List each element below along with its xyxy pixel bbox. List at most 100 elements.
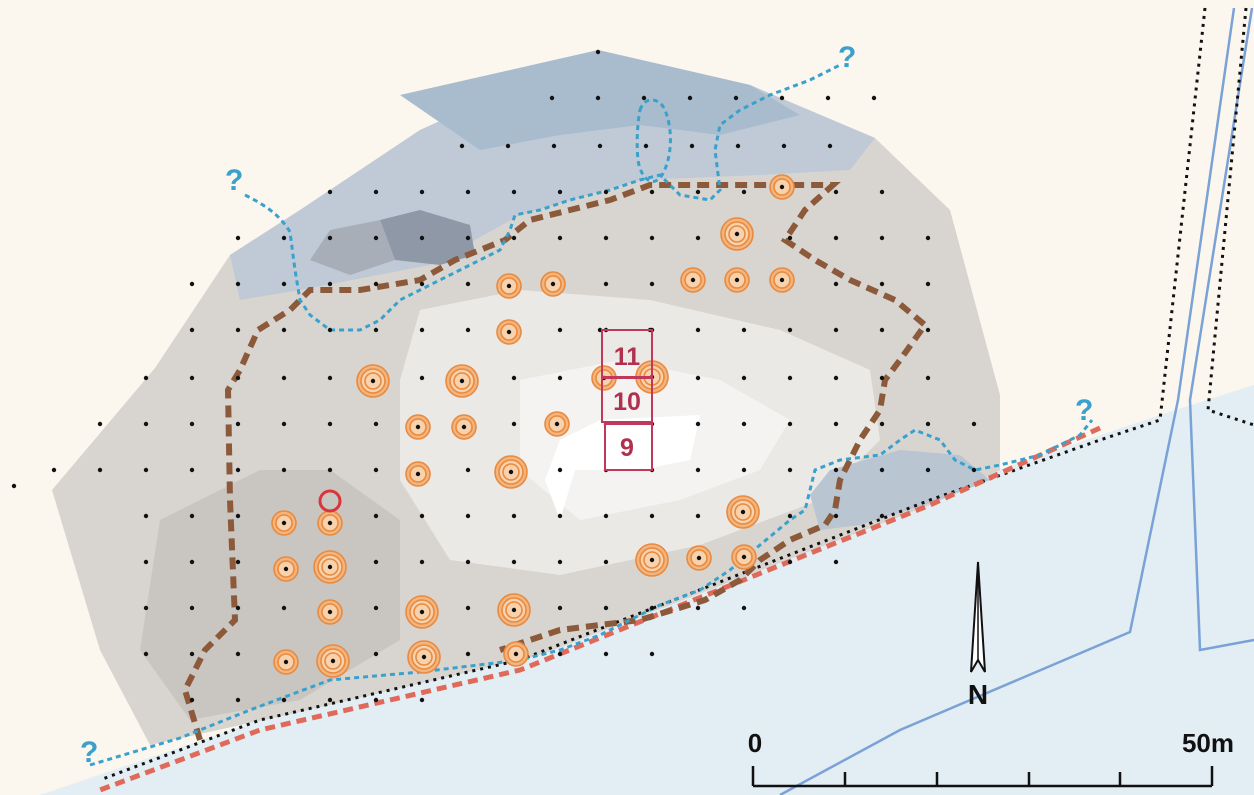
survey-point (643, 143, 649, 149)
survey-point (787, 467, 793, 473)
test-pit-marker (273, 649, 299, 675)
survey-point (143, 605, 149, 611)
survey-point (781, 143, 787, 149)
survey-point (925, 467, 931, 473)
survey-point (741, 375, 747, 381)
survey-point (373, 605, 379, 611)
survey-point (465, 559, 471, 565)
test-pit-marker (405, 595, 439, 629)
survey-point (327, 281, 333, 287)
test-pit-marker (494, 455, 528, 489)
survey-point (373, 651, 379, 657)
survey-point (925, 281, 931, 287)
survey-point (419, 189, 425, 195)
survey-point (649, 235, 655, 241)
survey-point (879, 327, 885, 333)
question-mark-right: ? (1075, 394, 1093, 427)
river-lines (779, 7, 1254, 795)
test-pit-marker (769, 267, 795, 293)
test-pit-marker (317, 599, 343, 625)
survey-point (695, 513, 701, 519)
survey-point (787, 559, 793, 565)
survey-point (741, 421, 747, 427)
test-pit-marker (405, 414, 431, 440)
survey-point (373, 697, 379, 703)
survey-point (595, 49, 601, 55)
survey-point (833, 375, 839, 381)
survey-point (511, 189, 517, 195)
question-mark-bottom-left: ? (80, 736, 98, 769)
survey-point (465, 651, 471, 657)
survey-point (281, 605, 287, 611)
survey-point (879, 421, 885, 427)
survey-point (281, 235, 287, 241)
survey-point (235, 375, 241, 381)
survey-point (419, 281, 425, 287)
survey-point (459, 143, 465, 149)
survey-point (787, 327, 793, 333)
survey-point (327, 375, 333, 381)
survey-point (505, 143, 511, 149)
survey-point (779, 95, 785, 101)
survey-point (687, 95, 693, 101)
survey-point (465, 327, 471, 333)
north-label: N (968, 679, 988, 710)
survey-point (373, 281, 379, 287)
survey-point (327, 327, 333, 333)
survey-point (511, 375, 517, 381)
survey-point (511, 421, 517, 427)
survey-point (787, 513, 793, 519)
test-pit-marker (451, 414, 477, 440)
survey-point (787, 375, 793, 381)
survey-point (189, 467, 195, 473)
survey-point (741, 467, 747, 473)
survey-point (557, 559, 563, 565)
trench-9 (604, 423, 653, 471)
north-arrow: N (968, 561, 988, 710)
survey-point (465, 281, 471, 287)
survey-point (557, 651, 563, 657)
survey-point (373, 513, 379, 519)
survey-point (871, 95, 877, 101)
excavation-trenches: 11 10 9 (601, 329, 653, 471)
survey-point (97, 467, 103, 473)
survey-point (281, 375, 287, 381)
survey-point (327, 189, 333, 195)
survey-point (787, 421, 793, 427)
trench-10 (601, 377, 653, 423)
survey-point (373, 327, 379, 333)
test-pit-marker (313, 550, 347, 584)
test-pit-marker (503, 641, 529, 667)
survey-point (143, 513, 149, 519)
survey-point (465, 235, 471, 241)
survey-point (557, 467, 563, 473)
survey-point (373, 559, 379, 565)
survey-point (189, 651, 195, 657)
test-pit-marker (271, 510, 297, 536)
scale-bar (751, 766, 1214, 788)
survey-point (235, 327, 241, 333)
survey-point (235, 605, 241, 611)
test-pit-marker (726, 495, 760, 529)
survey-point (281, 697, 287, 703)
survey-point (235, 421, 241, 427)
test-pit-marker (405, 461, 431, 487)
survey-point (327, 697, 333, 703)
survey-point (925, 421, 931, 427)
survey-point (465, 467, 471, 473)
survey-point (695, 327, 701, 333)
survey-point (603, 651, 609, 657)
survey-point (879, 375, 885, 381)
survey-point (741, 605, 747, 611)
survey-point (51, 467, 57, 473)
survey-point (925, 235, 931, 241)
survey-point (649, 513, 655, 519)
survey-point (695, 421, 701, 427)
survey-point (557, 235, 563, 241)
survey-point (281, 281, 287, 287)
survey-point (689, 143, 695, 149)
marked-location-circle (318, 489, 342, 513)
test-pit-marker (686, 545, 712, 571)
survey-point (641, 95, 647, 101)
